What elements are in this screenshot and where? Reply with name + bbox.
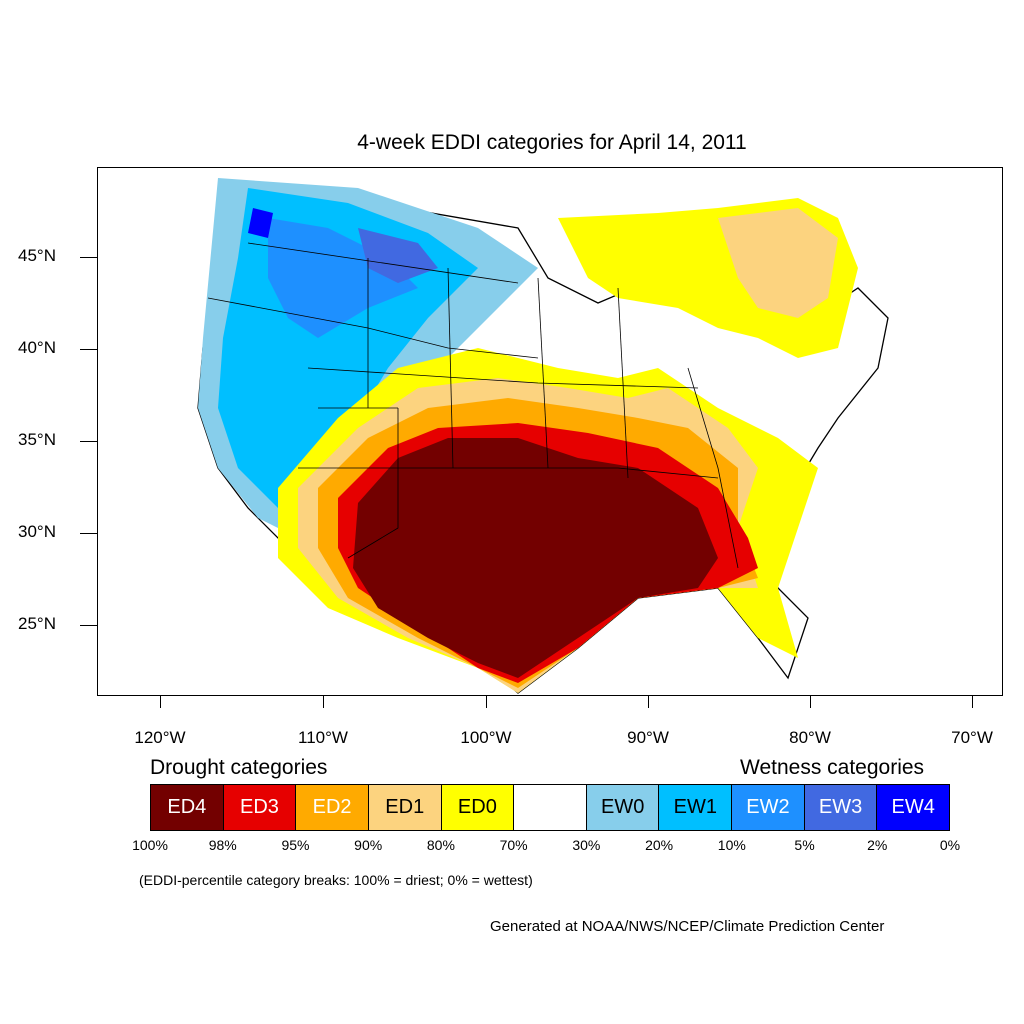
break-label: 70% [499,837,528,853]
category-legend: ED4 ED3 ED2 ED1 ED0 EW0 EW1 EW2 EW3 EW4 [150,784,950,831]
break-label: 95% [281,837,310,853]
lat-label-25n: 25°N [18,614,56,633]
lon-tick [972,696,973,708]
break-label: 80% [426,837,455,853]
lat-tick [80,441,97,442]
lon-label-120w: 120°W [134,728,186,747]
legend-box-ew2: EW2 [732,785,805,830]
wet-region-ew2 [268,218,418,338]
eddi-map [197,178,889,694]
lon-label-100w: 100°W [460,728,512,747]
break-label: 30% [572,837,601,853]
break-label: 10% [717,837,746,853]
lon-tick [160,696,161,708]
legend-box-ed4: ED4 [151,785,224,830]
lon-tick [486,696,487,708]
wet-region-ew3 [358,228,438,283]
break-label: 100% [132,837,168,853]
lat-tick [80,533,97,534]
legend-box-ed1: ED1 [368,785,442,830]
legend-box-ed0: ED0 [441,785,515,830]
dry-region-northeast-ed1 [718,208,838,318]
lat-label-30n: 30°N [18,522,56,541]
lon-label-80w: 80°W [789,728,831,747]
map-title: 4-week EDDI categories for April 14, 201… [357,131,747,154]
lon-label-90w: 90°W [627,728,669,747]
wetness-heading: Wetness categories [740,756,925,779]
lat-tick [80,257,97,258]
lat-label-45n: 45°N [18,246,56,265]
wet-region-ew4 [248,208,273,238]
credit-text: Generated at NOAA/NWS/NCEP/Climate Predi… [490,918,885,935]
legend-box-ed3: ED3 [223,785,297,830]
lon-label-110w: 110°W [298,728,348,747]
lat-tick [80,349,97,350]
state-boundaries [207,242,739,569]
lon-label-70w: 70°W [951,728,993,747]
legend-box-ew4: EW4 [877,785,950,830]
legend-box-ed2: ED2 [296,785,369,830]
legend-box-normal [514,785,587,830]
legend-box-ew3: EW3 [804,785,878,830]
legend-box-ew0: EW0 [586,785,660,830]
drought-heading: Drought categories [150,756,328,779]
break-label: 0% [939,837,961,853]
lon-tick [323,696,324,708]
lon-tick [810,696,811,708]
legend-box-ew1: EW1 [659,785,733,830]
category-note: (EDDI-percentile category breaks: 100% =… [139,872,533,888]
map-panel [97,167,1003,696]
lat-label-40n: 40°N [18,338,56,357]
lat-tick [80,625,97,626]
break-label: 2% [867,837,888,853]
lon-tick [648,696,649,708]
break-label: 5% [794,837,815,853]
break-label: 20% [645,837,674,853]
break-label: 90% [354,837,383,853]
dry-region-ed4 [353,438,718,678]
lat-label-35n: 35°N [18,430,56,449]
break-label: 98% [208,837,237,853]
